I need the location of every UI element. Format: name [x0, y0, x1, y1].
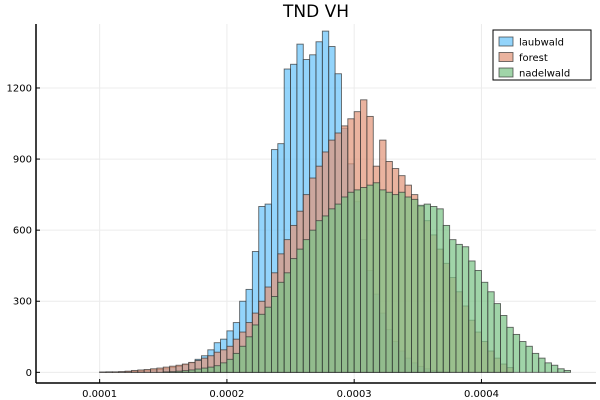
bar-nadelwald-6: [201, 367, 209, 373]
bar-forest-3: [118, 371, 126, 373]
bar-nadelwald-19: [283, 272, 291, 373]
bar-nadelwald-54: [506, 326, 514, 373]
bar-nadelwald-43: [436, 208, 444, 373]
bar-nadelwald-34: [379, 189, 387, 373]
x-tick-label-1: 0.0002: [209, 389, 244, 400]
bar-nadelwald-9: [220, 362, 228, 373]
bar-nadelwald-29: [347, 191, 355, 373]
bar-nadelwald-59: [538, 357, 546, 373]
bar-forest-9: [156, 367, 164, 373]
bar-nadelwald-25: [321, 215, 330, 373]
bar-nadelwald-14: [251, 324, 260, 373]
bar-forest-8: [150, 368, 158, 373]
bar-nadelwald-36: [391, 194, 400, 373]
histogram-bars: [99, 30, 571, 373]
x-tick-label-2: 0.0003: [337, 389, 372, 400]
bar-nadelwald-23: [309, 229, 317, 373]
bar-nadelwald-16: [264, 306, 272, 373]
bar-forest-5: [131, 369, 139, 373]
bar-nadelwald-55: [512, 333, 521, 373]
bar-nadelwald-63: [563, 369, 571, 373]
bar-nadelwald-44: [442, 224, 451, 373]
legend-label-laubwald: laubwald: [519, 38, 564, 49]
bar-nadelwald-62: [557, 368, 565, 373]
bar-nadelwald-39: [411, 198, 419, 373]
bar-nadelwald-7: [207, 366, 215, 373]
bar-nadelwald-52: [493, 303, 501, 373]
bar-nadelwald-12: [239, 345, 247, 373]
bar-nadelwald-18: [277, 281, 285, 373]
bar-nadelwald-15: [258, 313, 266, 373]
bar-nadelwald-48: [468, 260, 476, 373]
bar-nadelwald-56: [519, 341, 527, 373]
legend-label-nadelwald: nadelwald: [519, 69, 570, 80]
x-tick-label-0: 0.0001: [82, 389, 117, 400]
legend-swatch-laubwald: [498, 36, 514, 47]
bar-nadelwald-8: [213, 365, 221, 373]
bar-nadelwald-28: [341, 196, 349, 373]
bar-nadelwald-45: [449, 239, 457, 373]
bar-forest-4: [124, 370, 132, 373]
bar-nadelwald-30: [353, 189, 361, 373]
series-nadelwald: [162, 182, 571, 373]
bar-nadelwald-31: [360, 187, 368, 373]
bar-nadelwald-50: [481, 281, 489, 373]
bar-nadelwald-13: [245, 336, 253, 373]
y-tick-label-1: 300: [13, 297, 32, 308]
bar-nadelwald-17: [271, 296, 279, 373]
bar-nadelwald-33: [372, 182, 381, 373]
legend-label-forest: forest: [519, 53, 548, 64]
y-tick-label-3: 900: [13, 155, 32, 166]
bar-nadelwald-1: [169, 371, 177, 373]
bar-nadelwald-4: [188, 369, 196, 373]
bar-nadelwald-47: [461, 246, 470, 373]
bar-nadelwald-60: [544, 362, 552, 373]
legend: laubwald forest nadelwald: [492, 29, 592, 81]
bar-nadelwald-46: [455, 243, 463, 373]
bar-nadelwald-49: [474, 269, 482, 373]
bar-nadelwald-38: [404, 196, 412, 373]
legend-swatch-nadelwald: [498, 67, 514, 78]
y-tick-label-0: 0: [26, 368, 32, 379]
bar-nadelwald-40: [417, 204, 425, 373]
bar-nadelwald-41: [423, 203, 431, 373]
bar-nadelwald-37: [398, 191, 406, 373]
bar-forest-6: [137, 369, 145, 373]
bar-nadelwald-22: [302, 239, 311, 373]
bar-nadelwald-51: [487, 291, 495, 373]
bar-nadelwald-32: [366, 184, 374, 373]
bar-nadelwald-61: [551, 364, 559, 373]
bar-nadelwald-26: [328, 208, 336, 373]
tick-labels: 0.0001 0.0002 0.0003 0.0004 0 300 600 900 1200: [7, 83, 499, 400]
bar-nadelwald-58: [531, 352, 540, 373]
bar-nadelwald-27: [334, 203, 342, 373]
bar-nadelwald-11: [232, 352, 241, 373]
bar-nadelwald-2: [175, 370, 183, 373]
chart-title: TND VH: [282, 2, 349, 22]
axes: [35, 24, 596, 384]
bar-nadelwald-10: [226, 358, 234, 373]
bar-nadelwald-20: [290, 258, 298, 373]
y-tick-label-4: 1200: [7, 83, 32, 94]
legend-swatch-forest: [498, 52, 514, 62]
x-tick-label-3: 0.0004: [464, 389, 499, 400]
bar-nadelwald-42: [430, 206, 438, 373]
bar-nadelwald-24: [315, 220, 323, 373]
bar-nadelwald-21: [296, 248, 304, 373]
y-tick-label-2: 600: [13, 226, 32, 237]
bar-nadelwald-5: [194, 368, 202, 373]
bar-nadelwald-3: [181, 370, 190, 373]
bar-nadelwald-35: [385, 191, 393, 373]
bar-nadelwald-53: [500, 315, 508, 373]
bar-forest-7: [143, 369, 151, 373]
bar-nadelwald-57: [525, 345, 533, 373]
